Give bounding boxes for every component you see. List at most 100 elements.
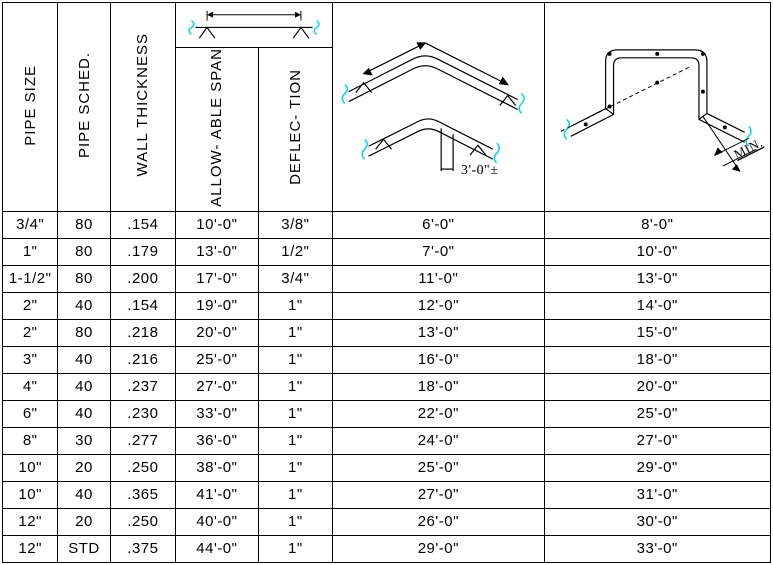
cell-pipe-sched: 80	[58, 238, 110, 265]
cell-bend-span: 26'-0"	[333, 508, 544, 535]
table-row: 8"30.27736'-0"1"24'-0"27'-0"	[3, 427, 771, 454]
table-row: 2"80.21820'-0"1"13'-0"15'-0"	[3, 319, 771, 346]
cell-loop-span: 15'-0"	[544, 319, 771, 346]
cell-pipe-sched: 80	[58, 211, 110, 238]
cell-wall-thickness: .200	[110, 265, 175, 292]
cell-wall-thickness: .154	[110, 211, 175, 238]
cell-bend-span: 7'-0"	[333, 238, 544, 265]
cell-deflection: 1"	[258, 481, 332, 508]
cell-deflection: 1"	[258, 373, 332, 400]
cell-pipe-size: 1-1/2"	[3, 265, 58, 292]
header-deflection: DEFLEC- TION	[258, 48, 332, 212]
cell-bend-span: 16'-0"	[333, 346, 544, 373]
cell-pipe-sched: 80	[58, 265, 110, 292]
cell-wall-thickness: .237	[110, 373, 175, 400]
cell-pipe-size: 10"	[3, 454, 58, 481]
cell-bend-span: 11'-0"	[333, 265, 544, 292]
cell-pipe-sched: 20	[58, 454, 110, 481]
cell-loop-span: 30'-0"	[544, 508, 771, 535]
cell-pipe-sched: 40	[58, 481, 110, 508]
cell-pipe-sched: STD	[58, 535, 110, 562]
cell-wall-thickness: .216	[110, 346, 175, 373]
cell-allowable-span: 41'-0"	[176, 481, 259, 508]
cell-pipe-size: 2"	[3, 319, 58, 346]
table-body: 3/4"80.15410'-0"3/8"6'-0"8'-0"1"80.17913…	[3, 211, 771, 562]
elbow-span-icon: 3'-0"±	[333, 32, 543, 181]
header-wall-thickness: WALL THICKNESS	[110, 3, 175, 212]
cell-loop-span: 29'-0"	[544, 454, 771, 481]
cell-wall-thickness: .230	[110, 400, 175, 427]
cell-allowable-span: 44'-0"	[176, 535, 259, 562]
cell-pipe-sched: 80	[58, 319, 110, 346]
cell-deflection: 1"	[258, 454, 332, 481]
cell-pipe-size: 3/4"	[3, 211, 58, 238]
table-row: 3"40.21625'-0"1"16'-0"18'-0"	[3, 346, 771, 373]
straight-span-icon	[176, 3, 332, 47]
cell-bend-span: 13'-0"	[333, 319, 544, 346]
header-pipe-size: PIPE SIZE	[3, 3, 58, 212]
table-row: 12"20.25040'-0"1"26'-0"30'-0"	[3, 508, 771, 535]
cell-wall-thickness: .179	[110, 238, 175, 265]
cell-wall-thickness: .218	[110, 319, 175, 346]
cell-wall-thickness: .250	[110, 454, 175, 481]
cell-allowable-span: 27'-0"	[176, 373, 259, 400]
svg-text:3'-0"±: 3'-0"±	[461, 163, 498, 178]
cell-pipe-sched: 30	[58, 427, 110, 454]
cell-allowable-span: 33'-0"	[176, 400, 259, 427]
loop-span-icon: MIN.	[545, 32, 771, 181]
cell-pipe-size: 6"	[3, 400, 58, 427]
table-row: 1"80.17913'-0"1/2"7'-0"10'-0"	[3, 238, 771, 265]
cell-loop-span: 10'-0"	[544, 238, 771, 265]
cell-deflection: 1"	[258, 535, 332, 562]
table-row: 4"40.23727'-0"1"18'-0"20'-0"	[3, 373, 771, 400]
cell-allowable-span: 10'-0"	[176, 211, 259, 238]
cell-deflection: 1"	[258, 508, 332, 535]
header-loop-diagram: MIN.	[544, 3, 771, 212]
cell-pipe-sched: 40	[58, 346, 110, 373]
cell-loop-span: 14'-0"	[544, 292, 771, 319]
table-row: 1-1/2"80.20017'-0"3/4"11'-0"13'-0"	[3, 265, 771, 292]
cell-pipe-size: 8"	[3, 427, 58, 454]
cell-deflection: 1"	[258, 400, 332, 427]
cell-allowable-span: 25'-0"	[176, 346, 259, 373]
cell-pipe-size: 12"	[3, 535, 58, 562]
cell-pipe-size: 2"	[3, 292, 58, 319]
cell-pipe-sched: 40	[58, 292, 110, 319]
cell-pipe-size: 12"	[3, 508, 58, 535]
pipe-span-table: PIPE SIZE PIPE SCHED. WALL THICKNESS	[2, 2, 771, 563]
header-allowable-span: ALLOW- ABLE SPAN	[176, 48, 259, 212]
cell-loop-span: 13'-0"	[544, 265, 771, 292]
cell-loop-span: 18'-0"	[544, 346, 771, 373]
table-row: 10"20.25038'-0"1"25'-0"29'-0"	[3, 454, 771, 481]
table-row: 2"40.15419'-0"1"12'-0"14'-0"	[3, 292, 771, 319]
table-row: 6"40.23033'-0"1"22'-0"25'-0"	[3, 400, 771, 427]
cell-wall-thickness: .277	[110, 427, 175, 454]
cell-bend-span: 27'-0"	[333, 481, 544, 508]
cell-bend-span: 18'-0"	[333, 373, 544, 400]
cell-pipe-size: 4"	[3, 373, 58, 400]
cell-loop-span: 25'-0"	[544, 400, 771, 427]
table-row: 12"STD.37544'-0"1"29'-0"33'-0"	[3, 535, 771, 562]
cell-deflection: 1"	[258, 346, 332, 373]
cell-wall-thickness: .375	[110, 535, 175, 562]
cell-bend-span: 12'-0"	[333, 292, 544, 319]
cell-bend-span: 29'-0"	[333, 535, 544, 562]
header-bend-diagram: 3'-0"±	[333, 3, 544, 212]
cell-pipe-sched: 20	[58, 508, 110, 535]
cell-deflection: 1"	[258, 292, 332, 319]
cell-allowable-span: 20'-0"	[176, 319, 259, 346]
cell-pipe-size: 1"	[3, 238, 58, 265]
cell-bend-span: 25'-0"	[333, 454, 544, 481]
cell-pipe-sched: 40	[58, 400, 110, 427]
cell-pipe-size: 3"	[3, 346, 58, 373]
cell-deflection: 1"	[258, 427, 332, 454]
cell-wall-thickness: .250	[110, 508, 175, 535]
cell-bend-span: 24'-0"	[333, 427, 544, 454]
table-row: 10"40.36541'-0"1"27'-0"31'-0"	[3, 481, 771, 508]
cell-loop-span: 31'-0"	[544, 481, 771, 508]
cell-wall-thickness: .365	[110, 481, 175, 508]
table-row: 3/4"80.15410'-0"3/8"6'-0"8'-0"	[3, 211, 771, 238]
cell-allowable-span: 40'-0"	[176, 508, 259, 535]
cell-loop-span: 8'-0"	[544, 211, 771, 238]
cell-pipe-size: 10"	[3, 481, 58, 508]
